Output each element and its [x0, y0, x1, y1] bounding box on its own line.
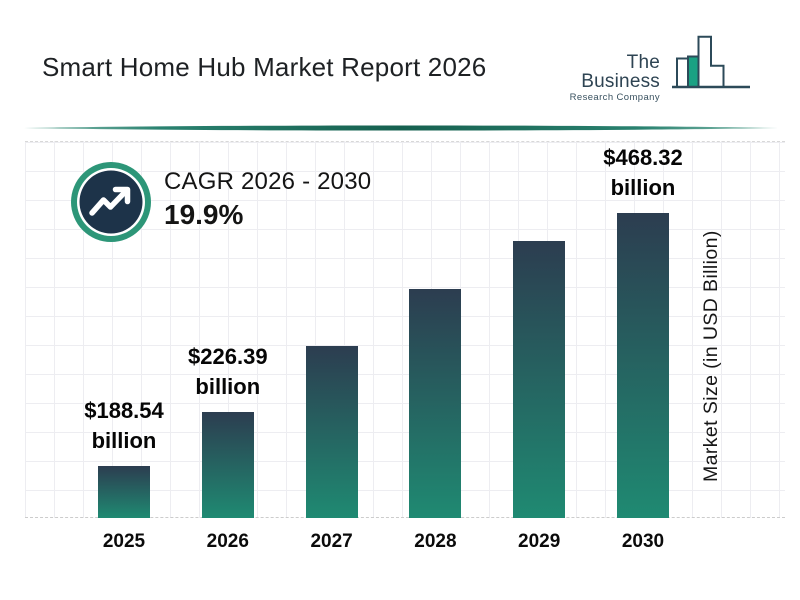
logo-buildings-icon [672, 35, 750, 89]
x-tick-2027: 2027 [310, 531, 353, 552]
cagr-label: CAGR 2026 - 2030 [164, 168, 372, 195]
bar-2028 [409, 289, 462, 518]
logo-name: The Business [581, 52, 660, 92]
x-tick-2026: 2026 [206, 531, 249, 552]
bar-2027 [305, 346, 358, 518]
x-tick-2030: 2030 [621, 531, 665, 552]
cagr-value: 19.9% [164, 199, 244, 230]
page-title: Smart Home Hub Market Report 2026 [42, 52, 487, 82]
value-label-2026: $226.39 billion [188, 344, 268, 399]
logo-subname: Research Company [569, 92, 660, 103]
x-tick-2029: 2029 [518, 531, 561, 552]
cagr-badge: CAGR 2026 - 2030 19.9% [164, 168, 371, 231]
value-label-2030: $468.32 billion [603, 145, 683, 200]
bar-2026 [201, 412, 254, 518]
header-divider [24, 125, 778, 131]
bar-2029 [513, 241, 566, 518]
value-label-2025: $188.54 billion [84, 398, 164, 453]
y-axis-label: Market Size (in USD Billion) [700, 230, 722, 482]
x-tick-2025: 2025 [102, 531, 146, 552]
bar-2030 [617, 213, 669, 518]
x-tick-2028: 2028 [414, 531, 457, 552]
company-logo: The Business Research Company [550, 53, 660, 103]
bar-2025 [98, 466, 150, 518]
trending-up-icon [71, 162, 151, 242]
